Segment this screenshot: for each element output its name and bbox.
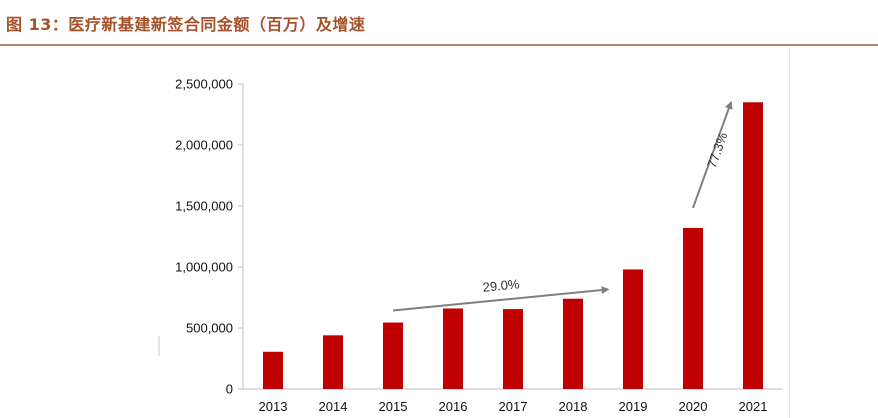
x-tick-label: 2014 <box>319 399 348 414</box>
growth-annotations: 29.0% 77.3% <box>392 100 733 312</box>
growth-rate-label: 77.3% <box>704 130 731 170</box>
bar-2018 <box>563 298 583 389</box>
x-axis: 2013 2014 2015 2016 2017 2018 2019 2020 2021 <box>259 399 768 414</box>
x-tick-label: 2015 <box>379 399 408 414</box>
x-tick-label: 2020 <box>679 399 708 414</box>
y-tick-label: 0 <box>226 382 233 397</box>
bar-2017 <box>503 309 523 389</box>
frame-right-line <box>789 48 790 418</box>
bar-2013 <box>263 351 283 389</box>
y-tick-label: 500,000 <box>186 321 233 336</box>
x-tick-label: 2016 <box>439 399 468 414</box>
y-axis: 0 500,000 1,000,000 1,500,000 2,000,000 2,500… <box>175 77 243 397</box>
bar-2016 <box>443 308 463 389</box>
y-tick-label: 1,000,000 <box>175 260 233 275</box>
x-tick-label: 2013 <box>259 399 288 414</box>
growth-arrow <box>392 286 610 312</box>
y-tick-label: 2,000,000 <box>175 138 233 153</box>
y-tick-label: 2,500,000 <box>175 77 233 92</box>
bar-2021 <box>743 102 763 390</box>
bar-series <box>263 102 763 390</box>
x-tick-label: 2018 <box>559 399 588 414</box>
figure-title: 图 13：医疗新基建新签合同金额（百万）及增速 <box>6 15 366 34</box>
x-tick-label: 2019 <box>619 399 648 414</box>
bar-2014 <box>323 335 343 389</box>
bar-2019 <box>623 269 643 389</box>
growth-rate-label: 29.0% <box>482 276 521 295</box>
bar-2015 <box>383 322 403 389</box>
x-tick-label: 2021 <box>739 399 768 414</box>
growth-arrow <box>692 100 733 209</box>
x-tick-label: 2017 <box>499 399 528 414</box>
title-rule <box>0 44 878 46</box>
frame-left-mark <box>158 336 160 356</box>
y-tick-label: 1,500,000 <box>175 199 233 214</box>
bar-2020 <box>683 227 703 389</box>
